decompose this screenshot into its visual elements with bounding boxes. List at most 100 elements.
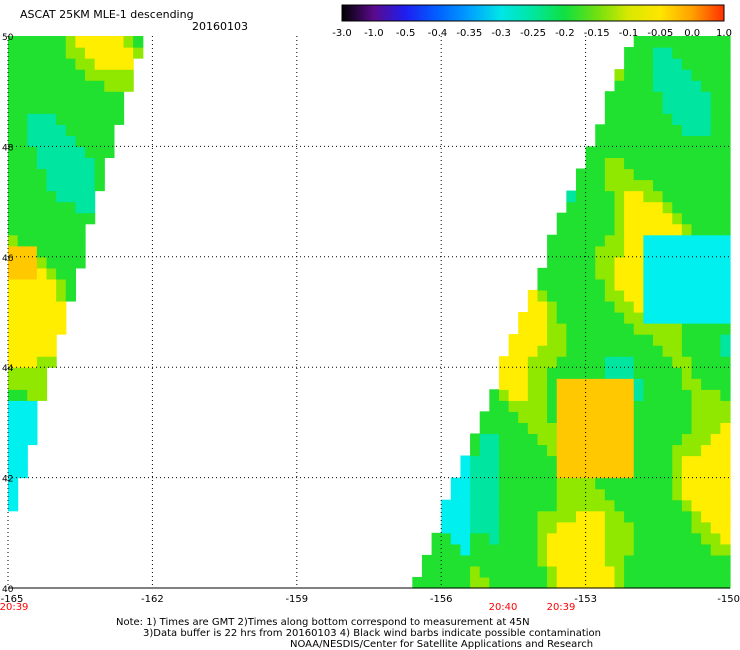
swath-west bbox=[8, 36, 144, 512]
swath-cell bbox=[56, 234, 67, 247]
swath-cell bbox=[104, 102, 115, 114]
swath-cell bbox=[27, 135, 38, 147]
swath-cell bbox=[672, 477, 683, 490]
swath-cell bbox=[56, 113, 67, 125]
swath-cell bbox=[479, 565, 490, 578]
swath-cell bbox=[624, 135, 635, 147]
swath-cell bbox=[710, 212, 721, 225]
swath-cell bbox=[595, 278, 606, 291]
swath-cell bbox=[633, 411, 644, 423]
swath-cell bbox=[633, 289, 644, 302]
swath-cell bbox=[691, 532, 702, 545]
swath-cell bbox=[643, 36, 654, 48]
swath-cell bbox=[662, 190, 673, 203]
swath-cell bbox=[614, 168, 625, 181]
swath-cell bbox=[556, 356, 567, 368]
swath-cell bbox=[595, 543, 606, 556]
swath-cell bbox=[27, 422, 38, 435]
swath-cell bbox=[75, 80, 86, 92]
swath-cell bbox=[672, 300, 683, 313]
swath-cell bbox=[681, 466, 693, 479]
swath-cell bbox=[710, 168, 721, 181]
swath-cell bbox=[450, 532, 462, 545]
swath-cell bbox=[710, 102, 721, 114]
swath-cell bbox=[94, 179, 105, 192]
swath-cell bbox=[681, 69, 693, 81]
swath-cell bbox=[27, 146, 38, 159]
swath-cell bbox=[662, 157, 673, 170]
swath-cell bbox=[624, 422, 635, 435]
swath-cell bbox=[470, 565, 481, 578]
swath-cell bbox=[701, 444, 712, 457]
swath-cell bbox=[547, 510, 558, 523]
swath-cell bbox=[489, 422, 500, 435]
swath-cell bbox=[547, 532, 558, 545]
swath-cell bbox=[17, 212, 28, 225]
swath-cell bbox=[691, 345, 702, 357]
swath-cell bbox=[672, 256, 683, 269]
swath-cell bbox=[624, 289, 635, 302]
latitude-label: 40 bbox=[2, 585, 14, 595]
swath-cell bbox=[662, 47, 673, 59]
swath-cell bbox=[27, 80, 38, 92]
swath-cell bbox=[595, 400, 606, 412]
swath-cell bbox=[508, 345, 519, 357]
swath-cell bbox=[604, 124, 616, 136]
swath-cell bbox=[498, 510, 510, 523]
swath-cell bbox=[701, 312, 712, 324]
swath-cell bbox=[710, 345, 721, 357]
swath-cell bbox=[46, 278, 57, 291]
swath-cell bbox=[518, 576, 529, 589]
swath-cell bbox=[720, 389, 731, 401]
swath-cell bbox=[720, 499, 731, 512]
swath-cell bbox=[470, 466, 481, 479]
swath-cell bbox=[17, 69, 28, 81]
swath-cell bbox=[547, 334, 558, 346]
swath-cell bbox=[720, 47, 731, 59]
swath-cell bbox=[566, 466, 577, 479]
swath-cell bbox=[508, 554, 519, 567]
swath-cell bbox=[27, 124, 38, 136]
swath-cell bbox=[720, 234, 731, 247]
swath-cell bbox=[691, 466, 702, 479]
swath-cell bbox=[595, 289, 606, 302]
colorbar-tick-label: -0.1 bbox=[619, 28, 639, 39]
swath-cell bbox=[537, 334, 548, 346]
swath-cell bbox=[460, 543, 471, 556]
swath-cell bbox=[643, 521, 654, 534]
swath-cell bbox=[518, 323, 529, 335]
swath-cell bbox=[604, 532, 616, 545]
swath-cell bbox=[585, 223, 596, 236]
swath-cell bbox=[17, 278, 28, 291]
swath-cell bbox=[46, 135, 57, 147]
swath-cell bbox=[701, 80, 712, 92]
swath-cell bbox=[633, 267, 644, 280]
swath-cell bbox=[633, 488, 644, 501]
swath-cell bbox=[681, 102, 693, 114]
swath-cell bbox=[595, 411, 606, 423]
swath-cell bbox=[662, 499, 673, 512]
swath-cell bbox=[27, 69, 38, 81]
swath-cell bbox=[556, 477, 567, 490]
swath-cell bbox=[27, 201, 38, 214]
swath-cell bbox=[681, 477, 693, 490]
swath-cell bbox=[662, 102, 673, 114]
swath-cell bbox=[624, 565, 635, 578]
swath-cell bbox=[85, 201, 96, 214]
swath-cell bbox=[547, 378, 558, 390]
swath-cell bbox=[710, 356, 721, 368]
swath-cell bbox=[441, 543, 452, 556]
swath-cell bbox=[614, 135, 625, 147]
swath-cell bbox=[720, 256, 731, 269]
swath-cell bbox=[479, 477, 490, 490]
swath-cell bbox=[556, 444, 567, 457]
swath-cell bbox=[643, 565, 654, 578]
swath-cell bbox=[113, 58, 125, 70]
swath-cell bbox=[56, 69, 67, 81]
swath-cell bbox=[56, 312, 67, 324]
swath-cell bbox=[65, 289, 76, 302]
swath-cell bbox=[46, 91, 57, 103]
swath-cell bbox=[104, 113, 115, 125]
swath-cell bbox=[537, 323, 548, 335]
swath-cell bbox=[701, 488, 712, 501]
